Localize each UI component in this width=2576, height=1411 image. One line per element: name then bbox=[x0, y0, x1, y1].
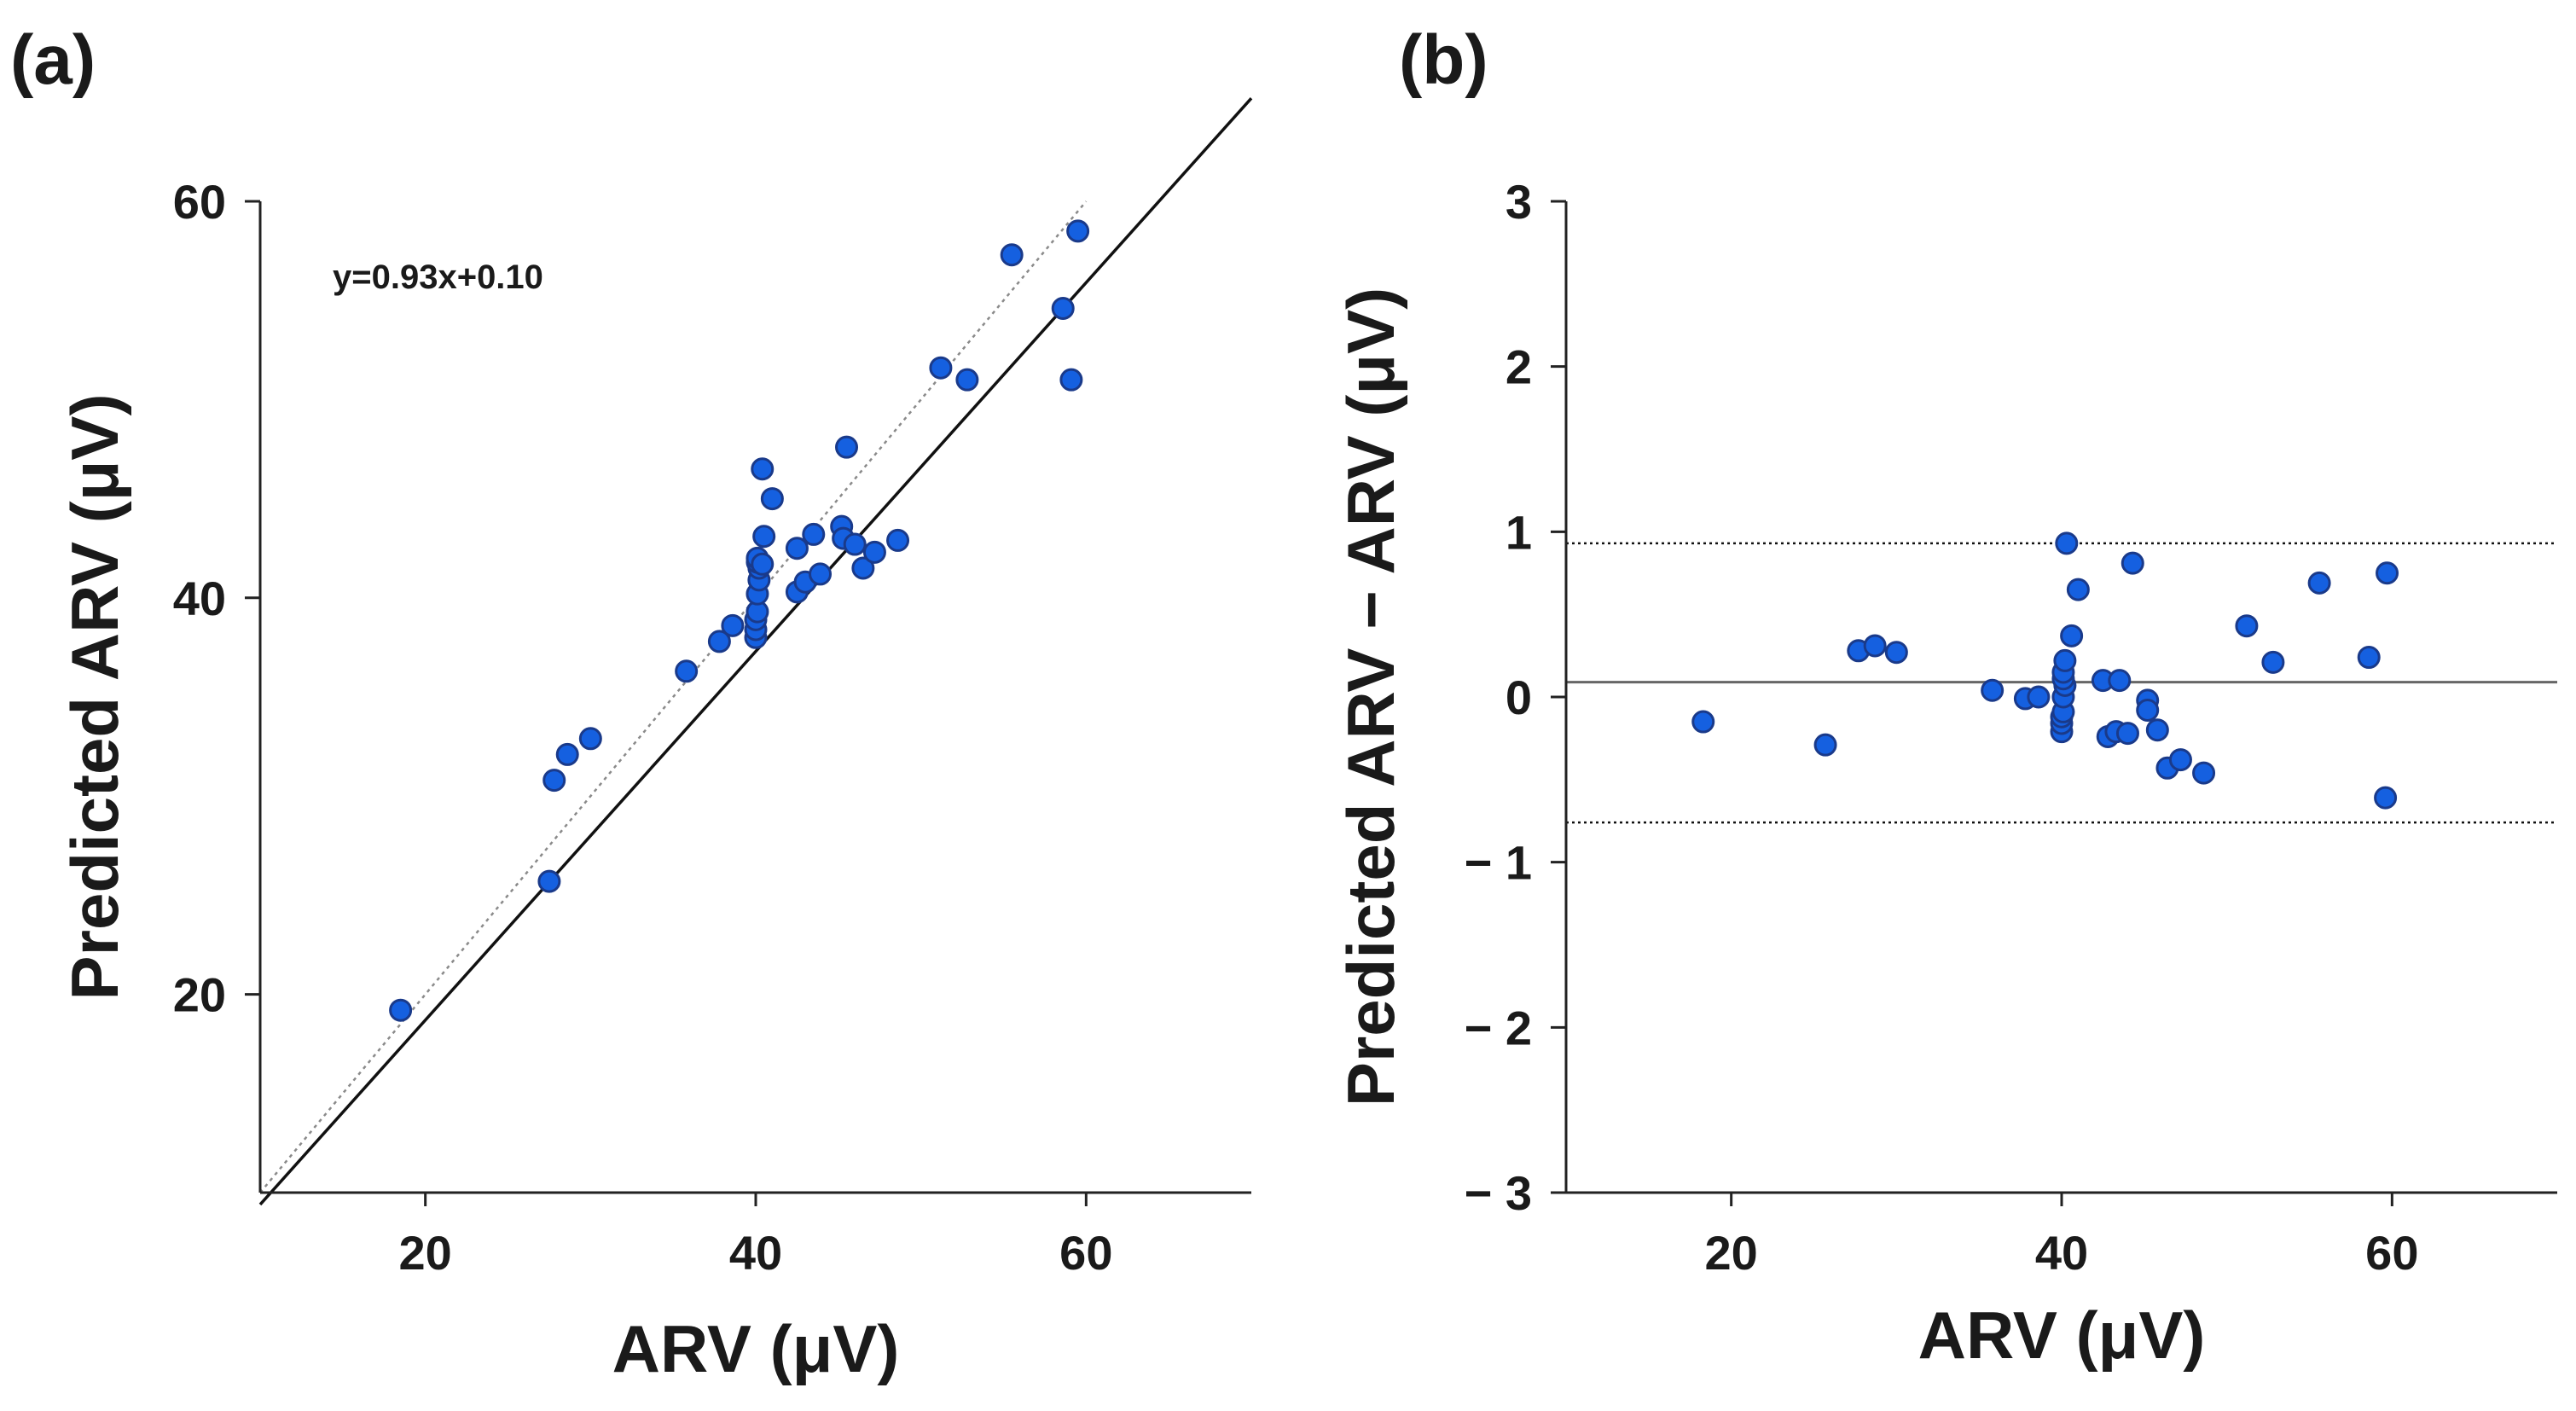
data-point bbox=[835, 435, 859, 459]
data-point bbox=[578, 727, 602, 751]
data-point bbox=[809, 562, 833, 586]
regression-line bbox=[258, 96, 1253, 1206]
panel-b-x-ticks: 20 40 60 bbox=[1705, 1193, 2418, 1280]
data-point bbox=[1059, 368, 1083, 392]
x-tick-label: 60 bbox=[2365, 1226, 2418, 1280]
x-tick-label: 40 bbox=[2035, 1226, 2088, 1280]
data-point bbox=[675, 659, 699, 683]
data-point bbox=[1863, 634, 1887, 658]
data-point bbox=[537, 869, 561, 893]
data-point bbox=[555, 742, 579, 766]
data-point bbox=[2374, 786, 2398, 810]
data-point bbox=[785, 537, 809, 560]
data-point bbox=[542, 769, 566, 793]
data-point bbox=[1884, 641, 1908, 665]
data-point bbox=[2053, 648, 2077, 672]
data-point bbox=[2060, 624, 2084, 647]
y-tick-label: 1 bbox=[1506, 505, 1532, 559]
data-point bbox=[802, 522, 826, 546]
data-point bbox=[1691, 710, 1715, 734]
data-point bbox=[2261, 650, 2285, 674]
data-point bbox=[851, 556, 875, 580]
data-point bbox=[2027, 685, 2051, 709]
data-point bbox=[751, 552, 775, 576]
panel-b: (b) 3 2 1 0 − 1 − 2 − 3 20 40 60 ARV (μV) Predic… bbox=[1333, 21, 2557, 1373]
panel-b-label: (b) bbox=[1399, 21, 1488, 99]
data-point bbox=[2145, 718, 2169, 742]
panel-a-y-ticks: 20 40 60 bbox=[173, 175, 260, 1022]
y-tick-label: 2 bbox=[1506, 340, 1532, 394]
panel-a-y-label: Predicted ARV (μV) bbox=[57, 394, 132, 1001]
panel-a-x-ticks: 20 40 60 bbox=[399, 1193, 1112, 1280]
y-tick-label: 60 bbox=[173, 175, 226, 229]
data-point bbox=[2121, 551, 2144, 575]
data-point bbox=[707, 630, 731, 653]
data-point bbox=[2168, 748, 2192, 772]
panel-b-y-ticks: 3 2 1 0 − 1 − 2 − 3 bbox=[1465, 175, 1566, 1220]
data-point bbox=[1813, 733, 1837, 757]
data-point bbox=[2376, 561, 2399, 585]
data-point bbox=[2066, 578, 2090, 601]
y-tick-label: − 3 bbox=[1465, 1166, 1532, 1220]
data-point bbox=[1051, 296, 1075, 320]
data-point bbox=[2115, 722, 2139, 746]
data-point bbox=[2307, 571, 2331, 595]
panel-a-label: (a) bbox=[10, 21, 96, 99]
data-point bbox=[2136, 698, 2160, 722]
data-point bbox=[1066, 219, 1090, 243]
x-tick-label: 20 bbox=[1705, 1226, 1758, 1280]
data-point bbox=[752, 525, 776, 549]
y-tick-label: − 1 bbox=[1465, 836, 1532, 890]
data-point bbox=[760, 487, 784, 511]
data-point bbox=[1000, 243, 1024, 267]
data-point bbox=[751, 457, 775, 481]
data-point bbox=[862, 540, 886, 564]
data-point bbox=[389, 998, 413, 1022]
panel-b-points bbox=[1691, 531, 2399, 810]
y-tick-label: − 2 bbox=[1465, 1001, 1532, 1054]
x-tick-label: 60 bbox=[1059, 1226, 1112, 1280]
y-tick-label: 20 bbox=[173, 968, 226, 1022]
regression-equation: y=0.93x+0.10 bbox=[333, 258, 543, 296]
data-point bbox=[721, 613, 745, 637]
data-point bbox=[1981, 678, 2005, 702]
data-point bbox=[2108, 669, 2132, 693]
data-point bbox=[2192, 761, 2216, 785]
panel-a-points bbox=[389, 219, 1090, 1022]
data-point bbox=[2357, 646, 2381, 670]
panel-b-x-label: ARV (μV) bbox=[1918, 1298, 2206, 1373]
data-point bbox=[955, 368, 979, 392]
data-point bbox=[886, 528, 910, 552]
panel-b-y-label: Predicted ARV − ARV (μV) bbox=[1333, 287, 1408, 1106]
data-point bbox=[2235, 614, 2259, 638]
x-tick-label: 20 bbox=[399, 1226, 452, 1280]
x-tick-label: 40 bbox=[729, 1226, 782, 1280]
data-point bbox=[929, 356, 953, 380]
panel-a-x-label: ARV (μV) bbox=[612, 1311, 900, 1386]
data-point bbox=[843, 532, 867, 556]
y-tick-label: 40 bbox=[173, 572, 226, 625]
y-tick-label: 0 bbox=[1506, 671, 1532, 724]
y-tick-label: 3 bbox=[1506, 175, 1532, 229]
data-point bbox=[2055, 531, 2079, 555]
identity-line bbox=[259, 200, 1088, 1193]
